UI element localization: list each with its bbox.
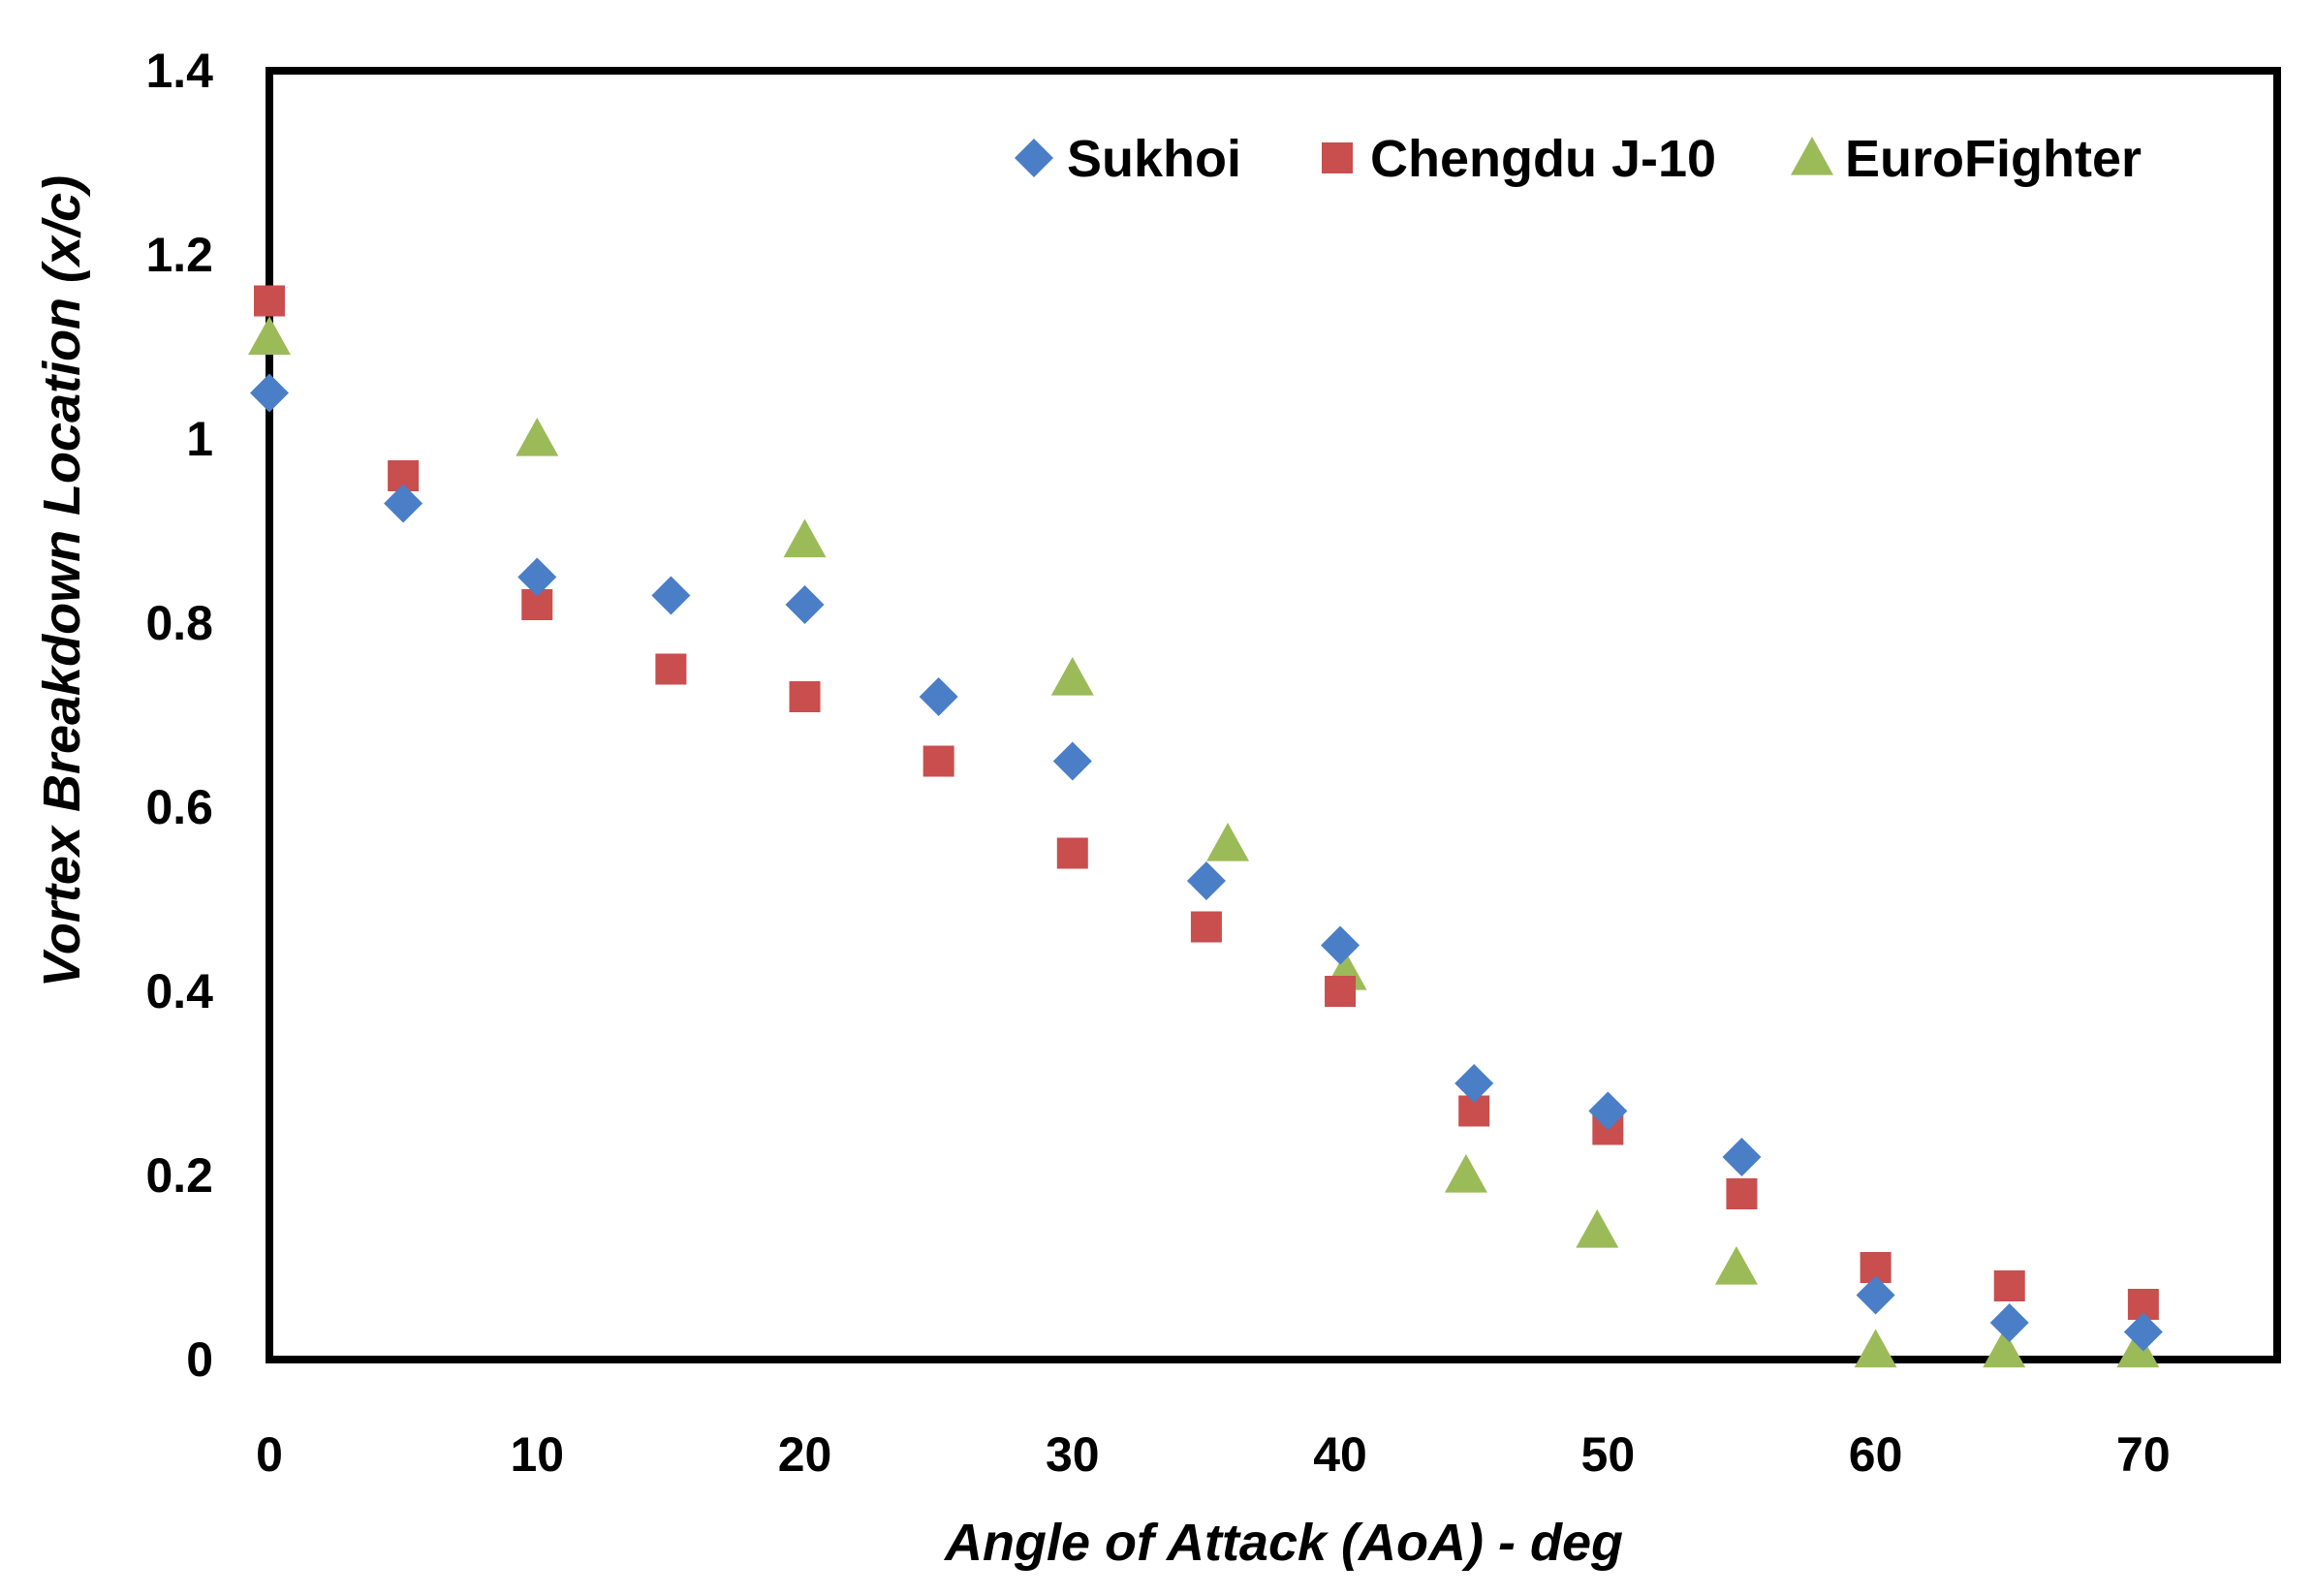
legend: Sukhoi Chengdu J-10 EuroFighter (1015, 130, 2142, 188)
y-tick-label: 0 (186, 1332, 213, 1387)
legend-label: EuroFighter (1845, 130, 2142, 188)
data-point-chengdu-j-10 (1993, 1270, 2025, 1301)
data-point-chengdu-j-10 (922, 745, 954, 777)
x-tick-label: 30 (1046, 1427, 1100, 1482)
data-point-eurofighter (783, 518, 827, 558)
data-point-sukhoi (1856, 1275, 1895, 1315)
data-point-chengdu-j-10 (655, 653, 687, 685)
y-axis-title: Vortex Breakdown Location (x/c) (33, 175, 91, 987)
data-point-chengdu-j-10 (1726, 1178, 1758, 1209)
data-point-eurofighter (2116, 1329, 2160, 1368)
x-tick-label: 20 (778, 1427, 832, 1482)
legend-label: Sukhoi (1067, 130, 1241, 188)
plot-area (266, 67, 2281, 1363)
data-point-sukhoi (250, 373, 289, 413)
data-point-chengdu-j-10 (254, 285, 285, 317)
x-tick-label: 70 (2116, 1427, 2171, 1482)
legend-marker-chengdu-j-10 (1322, 142, 1353, 173)
data-point-eurofighter (1576, 1209, 1619, 1248)
x-axis-title: Angle of Attack (AoA) - deg (943, 1514, 1623, 1572)
data-point-chengdu-j-10 (1190, 911, 1222, 943)
data-point-sukhoi (785, 585, 825, 624)
data-point-eurofighter (1714, 1246, 1758, 1285)
data-point-chengdu-j-10 (789, 681, 821, 712)
data-point-eurofighter (1854, 1329, 1897, 1368)
data-point-sukhoi (384, 484, 423, 523)
x-tick-label: 10 (510, 1427, 564, 1482)
x-tick-label: 60 (1849, 1427, 1903, 1482)
data-point-sukhoi (517, 557, 557, 597)
y-tick-label: 0.2 (145, 1148, 213, 1203)
data-point-eurofighter (516, 418, 559, 456)
data-points (248, 285, 2163, 1368)
data-point-sukhoi (1722, 1138, 1762, 1176)
y-tick-label: 0.4 (145, 964, 213, 1018)
data-point-eurofighter (1983, 1329, 2026, 1368)
legend-marker-eurofighter (1791, 137, 1833, 175)
data-point-sukhoi (1989, 1303, 2029, 1342)
data-point-eurofighter (1444, 1154, 1487, 1193)
data-point-eurofighter (1050, 657, 1094, 696)
y-tick-label: 0.6 (145, 780, 213, 834)
y-tick-label: 1 (186, 412, 213, 466)
x-tick-label: 50 (1581, 1427, 1636, 1482)
data-point-chengdu-j-10 (1056, 837, 1088, 869)
data-point-chengdu-j-10 (1325, 976, 1357, 1007)
x-tick-labels: 0 10 20 30 40 50 60 70 (256, 1427, 2171, 1482)
data-point-sukhoi (919, 677, 958, 716)
data-point-sukhoi (1321, 925, 1360, 965)
data-point-sukhoi (651, 576, 691, 615)
x-tick-label: 40 (1313, 1427, 1367, 1482)
y-tick-label: 1.2 (145, 228, 213, 282)
x-tick-label: 0 (256, 1427, 283, 1482)
data-point-sukhoi (1052, 741, 1092, 781)
legend-label: Chengdu J-10 (1370, 130, 1716, 188)
y-tick-label: 0.8 (145, 596, 213, 650)
data-point-sukhoi (2123, 1312, 2163, 1352)
y-tick-labels: 0 0.2 0.4 0.6 0.8 1 1.2 1.4 (145, 44, 213, 1387)
data-point-sukhoi (1454, 1064, 1494, 1103)
data-point-eurofighter (1206, 823, 1250, 861)
y-tick-label: 1.4 (145, 44, 213, 98)
data-point-eurofighter (248, 316, 291, 356)
data-point-sukhoi (1588, 1091, 1628, 1131)
data-point-sukhoi (1186, 861, 1226, 900)
legend-marker-sukhoi (1015, 139, 1053, 177)
